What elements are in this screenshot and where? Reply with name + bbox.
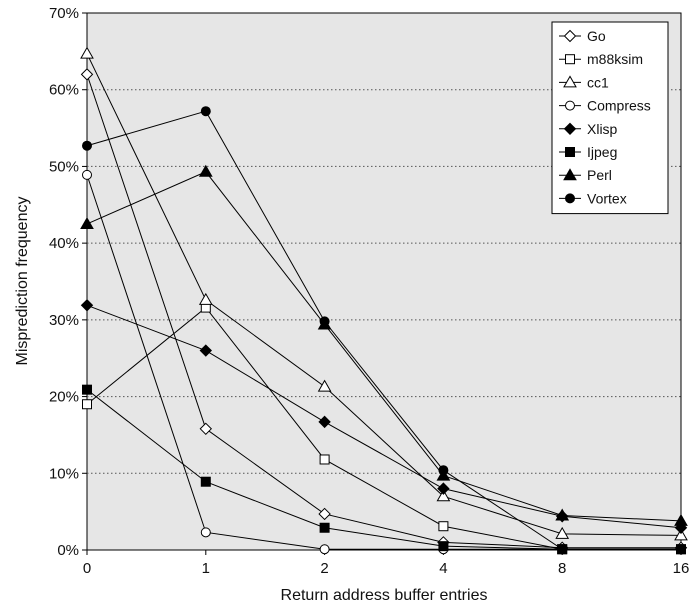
data-point	[83, 141, 92, 150]
y-tick-label: 40%	[49, 235, 79, 252]
y-tick-label: 0%	[57, 542, 79, 559]
data-point	[83, 400, 92, 409]
x-tick-label: 8	[558, 560, 566, 577]
legend-marker	[566, 55, 575, 64]
data-point	[320, 455, 329, 464]
data-point	[201, 528, 210, 537]
data-point	[201, 477, 210, 486]
legend-label: Ijpeg	[587, 144, 617, 160]
x-axis-title: Return address buffer entries	[281, 587, 488, 604]
data-point	[201, 107, 210, 116]
y-tick-label: 20%	[49, 389, 79, 406]
legend-marker	[566, 194, 575, 203]
x-tick-label: 2	[320, 560, 328, 577]
data-point	[320, 523, 329, 532]
data-point	[83, 385, 92, 394]
legend-label: cc1	[587, 74, 609, 90]
data-point	[83, 170, 92, 179]
y-tick-label: 60%	[49, 82, 79, 99]
legend-label: Vortex	[587, 190, 627, 206]
legend-label: Compress	[587, 98, 651, 114]
data-point	[439, 466, 448, 475]
data-point	[439, 542, 448, 551]
legend-label: Perl	[587, 167, 612, 183]
legend-marker	[566, 148, 575, 157]
y-tick-label: 10%	[49, 465, 79, 482]
legend: Go m88ksim cc1 Compress Xlisp Ijpeg Perl Vortex	[552, 22, 668, 214]
legend-label: Xlisp	[587, 121, 618, 137]
data-point	[677, 545, 686, 554]
data-point	[320, 545, 329, 554]
data-point	[320, 317, 329, 326]
x-tick-label: 1	[202, 560, 210, 577]
data-point	[558, 545, 567, 554]
data-point	[439, 522, 448, 531]
x-tick-label: 16	[673, 560, 690, 577]
y-tick-label: 70%	[49, 5, 79, 22]
x-tick-label: 0	[83, 560, 91, 577]
legend-marker	[566, 101, 575, 110]
x-tick-label: 4	[439, 560, 447, 577]
y-tick-label: 30%	[49, 312, 79, 329]
y-tick-label: 50%	[49, 158, 79, 175]
legend-label: m88ksim	[587, 51, 643, 67]
y-axis-title: Misprediction frequency	[14, 197, 31, 366]
legend-label: Go	[587, 28, 606, 44]
